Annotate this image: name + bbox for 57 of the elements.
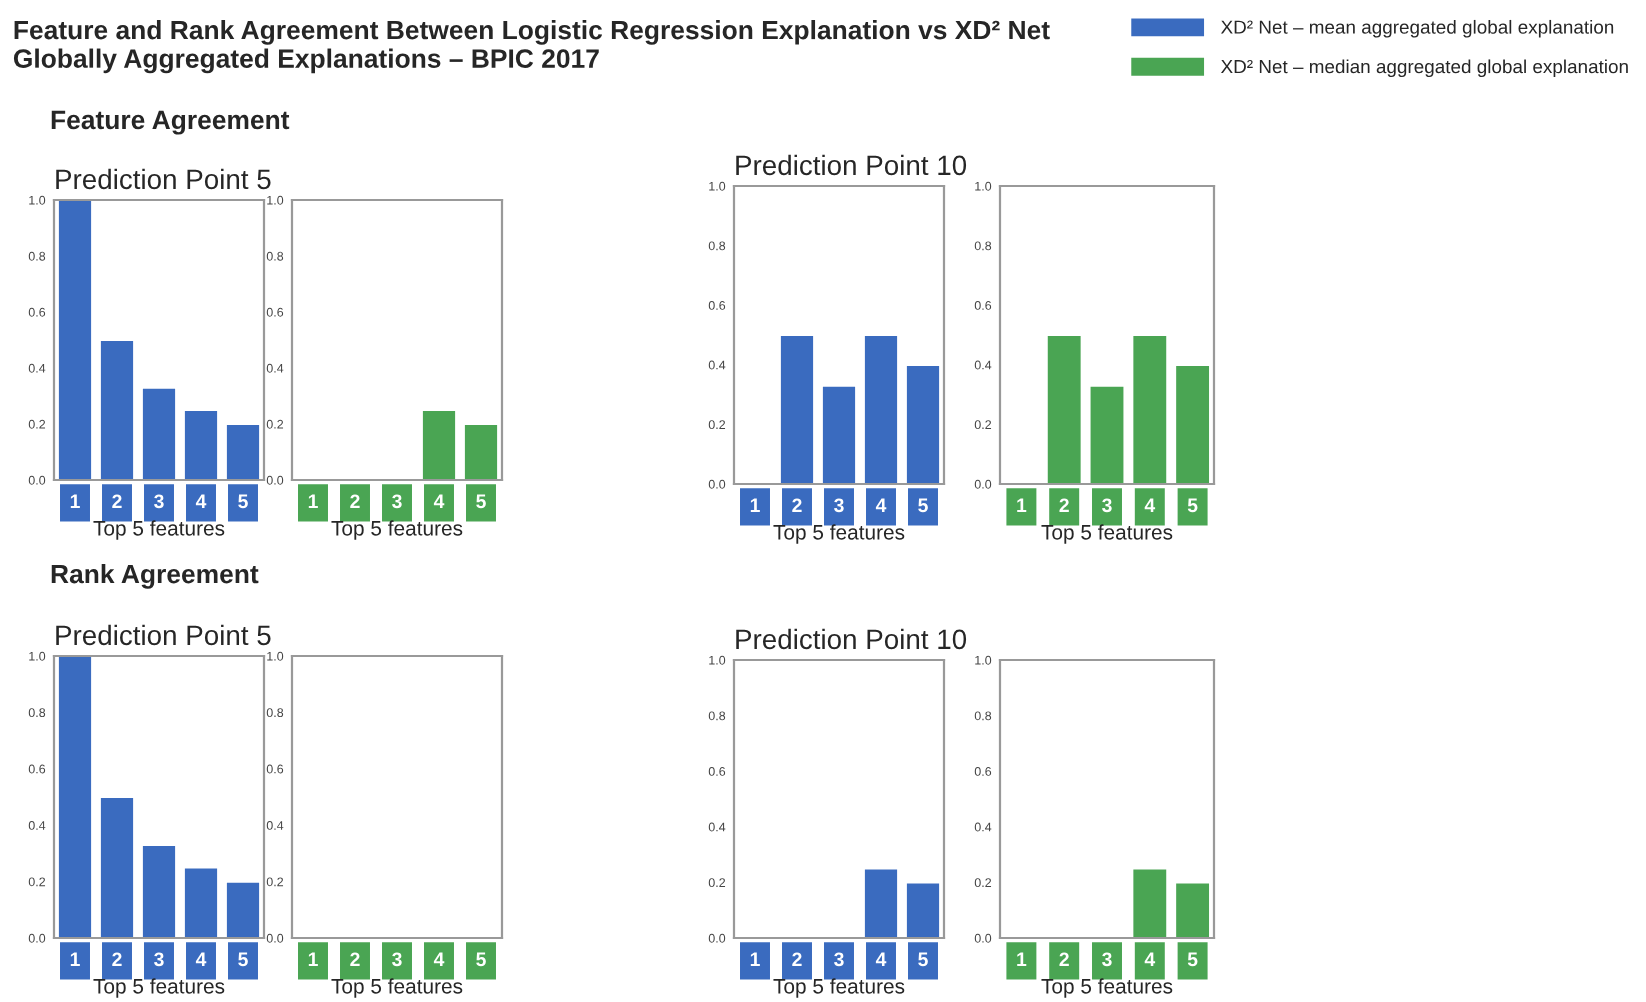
x-tick-label: 3 [154, 952, 164, 967]
x-tick-label: 1 [308, 952, 318, 966]
x-tick-label: 1 [750, 498, 760, 512]
legend-label: XD² Net – median aggregated global explanation [1220, 59, 1628, 78]
text: Rank Agreement [51, 564, 259, 589]
x-tick-label: 3 [392, 494, 402, 509]
chart-title: Prediction Point 5 [56, 624, 271, 646]
text: Feature and Rank Agreement Between Logistic Regression Explanation vs XD² Net Globally Aggregated Explanations – BPIC 2017 [13, 20, 1050, 74]
x-tick-label: 5 [918, 498, 928, 513]
x-tick-label: 1 [70, 494, 80, 508]
x-tick-label: 3 [834, 952, 844, 967]
x-tick-label: 5 [238, 952, 248, 967]
x-axis-title: Top 5 features [1041, 524, 1173, 544]
x-axis-title: Top 5 features [1041, 978, 1173, 998]
x-tick-label: 5 [1187, 498, 1198, 513]
x-tick-label: 2 [1059, 498, 1069, 512]
x-tick-label: 2 [350, 494, 360, 508]
legend-label: XD² Net – mean aggregated global explanation [1220, 19, 1614, 38]
x-tick-label: 5 [238, 494, 248, 509]
x-tick-label: 1 [70, 952, 80, 966]
chart-title: Prediction Point 10 [736, 628, 967, 650]
x-tick-label: 5 [918, 952, 928, 967]
x-tick-label: 1 [1017, 952, 1027, 966]
x-axis-title: Top 5 features [331, 978, 463, 998]
x-tick-label: 3 [392, 952, 402, 967]
x-tick-label: 2 [112, 494, 122, 508]
text: Feature Agreement [51, 110, 290, 135]
x-tick-label: 5 [1187, 952, 1198, 967]
chart-title: Prediction Point 5 [56, 168, 271, 190]
x-tick-label: 4 [195, 952, 207, 966]
x-tick-label: 2 [792, 498, 802, 512]
x-tick-label: 1 [1017, 498, 1027, 512]
x-tick-label: 2 [1059, 952, 1069, 966]
x-tick-label: 4 [875, 498, 887, 512]
x-tick-label: 2 [350, 952, 360, 966]
x-axis-title: Top 5 features [773, 524, 905, 544]
x-axis-title: Top 5 features [331, 520, 463, 540]
x-tick-label: 4 [1144, 952, 1156, 966]
x-tick-label: 2 [112, 952, 122, 966]
x-tick-label: 3 [1102, 952, 1112, 967]
x-tick-label: 3 [1102, 498, 1112, 513]
x-tick-label: 5 [476, 952, 486, 967]
x-tick-label: 4 [433, 494, 445, 508]
x-tick-label: 4 [433, 952, 445, 966]
x-tick-label: 3 [834, 498, 844, 513]
x-tick-label: 3 [154, 494, 164, 509]
chart-title: Prediction Point 10 [736, 154, 967, 176]
x-tick-label: 2 [792, 952, 802, 966]
x-tick-label: 1 [308, 494, 318, 508]
x-axis-title: Top 5 features [93, 520, 225, 540]
x-axis-title: Top 5 features [93, 978, 225, 998]
x-tick-label: 4 [1144, 498, 1156, 512]
x-tick-label: 4 [195, 494, 207, 508]
x-axis-title: Top 5 features [773, 978, 905, 998]
x-tick-label: 5 [476, 494, 486, 509]
x-tick-label: 1 [750, 952, 760, 966]
x-tick-label: 4 [875, 952, 887, 966]
